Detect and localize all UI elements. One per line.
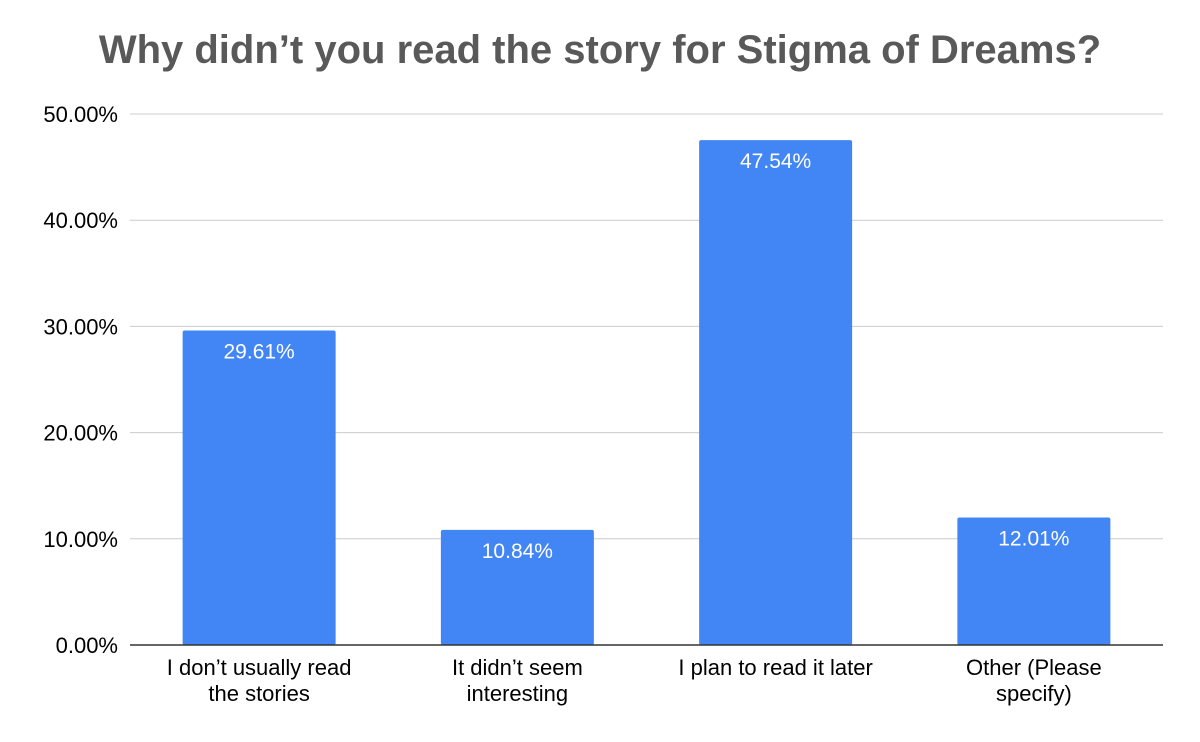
category-label: It didn’t seem: [452, 655, 583, 680]
y-tick-label: 10.00%: [43, 527, 118, 552]
y-tick-label: 30.00%: [43, 314, 118, 339]
bar: [440, 529, 594, 645]
y-tick-label: 40.00%: [43, 208, 118, 233]
category-label: I don’t usually read: [167, 655, 352, 680]
y-tick-label: 0.00%: [56, 633, 118, 658]
bar: [699, 140, 853, 646]
bar: [957, 517, 1111, 645]
data-label: 12.01%: [998, 527, 1069, 550]
category-label: I plan to read it later: [678, 655, 872, 680]
category-label: Other (Please: [966, 655, 1102, 680]
category-label: specify): [996, 681, 1072, 706]
category-label: the stories: [208, 681, 310, 706]
data-label: 29.61%: [224, 341, 295, 364]
data-label: 47.54%: [740, 150, 811, 173]
y-tick-label: 20.00%: [43, 421, 118, 446]
chart-title: Why didn’t you read the story for Stigma…: [98, 28, 1102, 72]
bar: [182, 330, 336, 645]
data-label: 10.84%: [482, 540, 553, 563]
category-label: interesting: [467, 681, 569, 706]
y-tick-label: 50.00%: [43, 102, 118, 127]
